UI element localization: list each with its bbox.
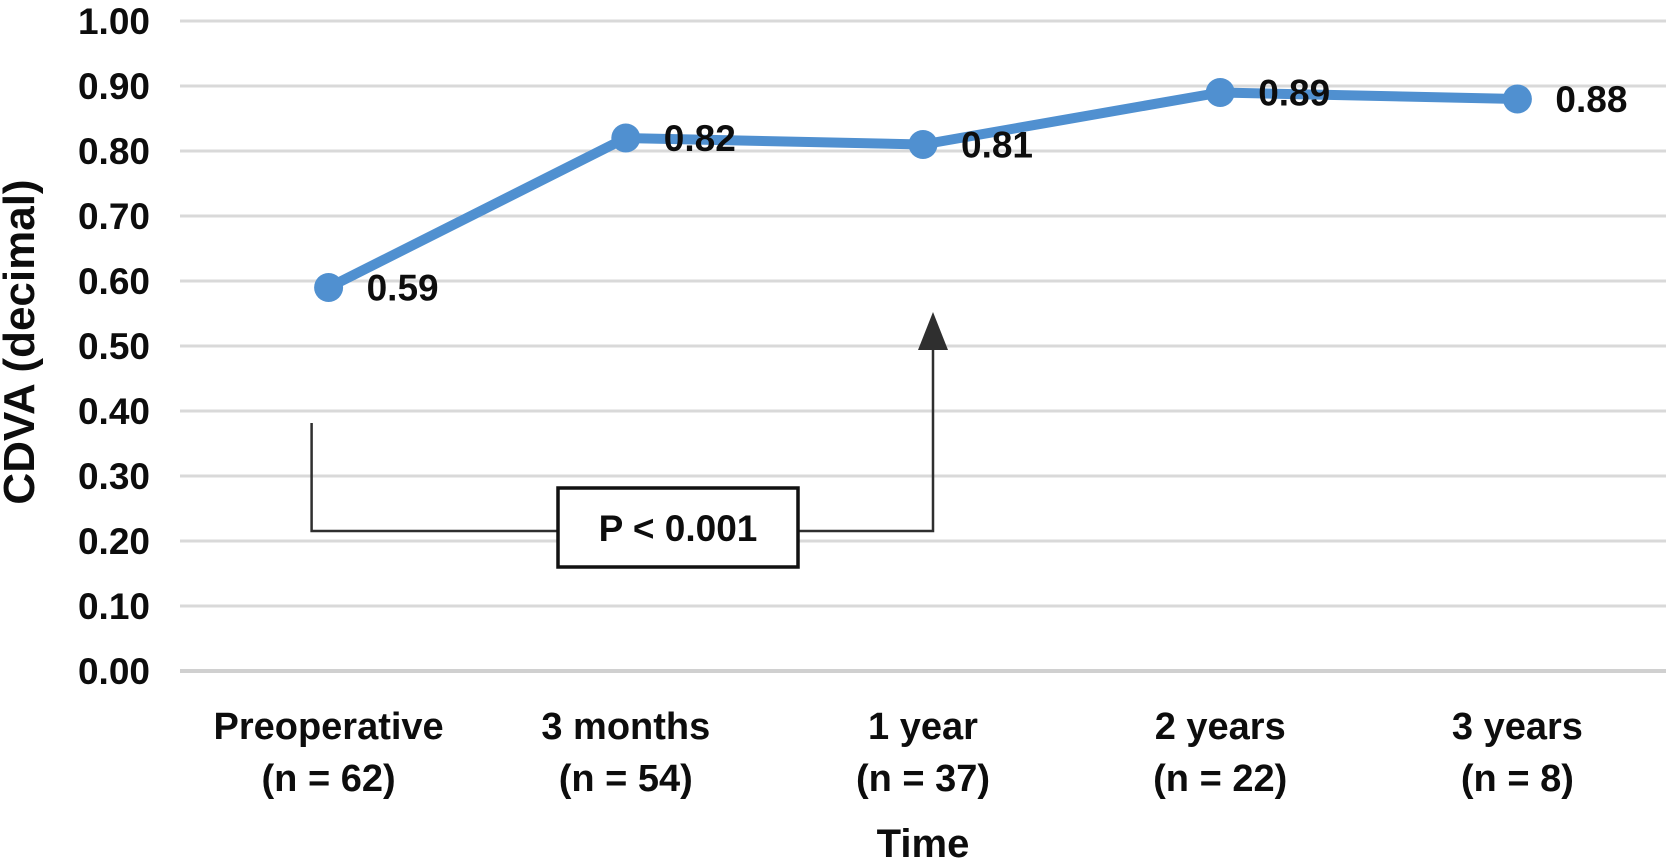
y-axis-title: CDVA (decimal) <box>0 179 44 504</box>
x-category-sublabel: (n = 37) <box>856 758 990 800</box>
y-tick-label: 0.30 <box>78 456 150 497</box>
y-tick-label: 0.10 <box>78 586 150 627</box>
data-point-label: 0.82 <box>664 118 736 159</box>
y-tick-label: 0.40 <box>78 391 150 432</box>
y-tick-label: 0.50 <box>78 326 150 367</box>
x-category-label: Preoperative <box>213 706 443 748</box>
y-tick-label: 0.70 <box>78 196 150 237</box>
y-tick-label: 0.00 <box>78 651 150 692</box>
y-tick-label: 1.00 <box>78 1 150 42</box>
data-point-label: 0.81 <box>961 125 1033 166</box>
x-category-sublabel: (n = 8) <box>1461 758 1574 800</box>
p-value-label: P < 0.001 <box>599 508 758 549</box>
data-point-marker <box>611 123 641 153</box>
data-point-label: 0.59 <box>367 268 439 309</box>
data-point-label: 0.88 <box>1555 79 1627 120</box>
x-category-sublabel: (n = 22) <box>1153 758 1287 800</box>
x-category-sublabel: (n = 62) <box>262 758 396 800</box>
p-value-box <box>556 486 800 569</box>
y-tick-label: 0.80 <box>78 131 150 172</box>
up-arrow-head <box>918 312 948 350</box>
x-category-label: 1 year <box>868 706 978 748</box>
x-category-sublabel: (n = 54) <box>559 758 693 800</box>
data-point-marker <box>1502 84 1532 114</box>
data-point-marker <box>908 130 938 159</box>
y-tick-label: 0.60 <box>78 261 150 302</box>
x-category-label: 2 years <box>1155 706 1286 748</box>
y-tick-label: 0.90 <box>78 66 150 107</box>
x-category-label: 3 months <box>541 706 710 748</box>
data-point-marker <box>1205 78 1235 107</box>
data-point-label: 0.89 <box>1258 73 1330 114</box>
y-tick-label: 0.20 <box>78 521 150 562</box>
data-point-marker <box>314 273 344 302</box>
x-axis-title: Time <box>877 822 970 866</box>
x-category-label: 3 years <box>1452 706 1583 748</box>
series-line <box>323 87 1523 293</box>
